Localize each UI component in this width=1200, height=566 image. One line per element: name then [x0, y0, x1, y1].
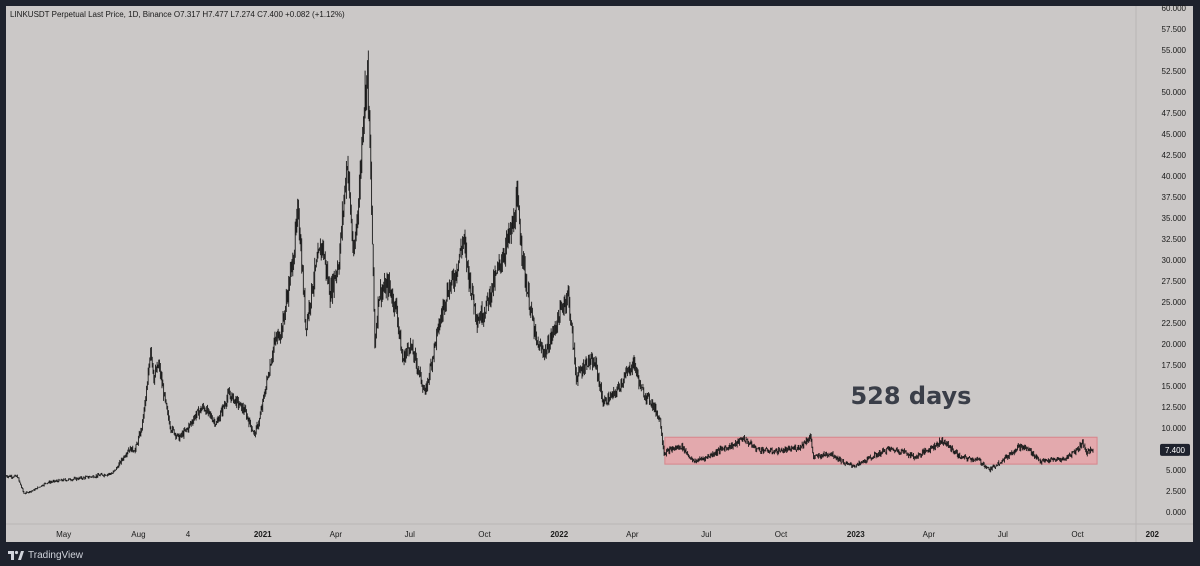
x-tick-label: 202: [1146, 530, 1160, 539]
x-tick-label: Apr: [923, 530, 936, 539]
y-tick-label: 5.000: [1166, 466, 1187, 475]
x-tick-label: Oct: [478, 530, 491, 539]
footer-bar: TradingView: [0, 546, 1200, 566]
x-tick-label: Apr: [626, 530, 639, 539]
last-price-tag: [1160, 443, 1190, 456]
x-tick-label: Jul: [998, 530, 1008, 539]
x-tick-label: Jul: [405, 530, 415, 539]
y-tick-label: 47.500: [1162, 109, 1187, 118]
y-tick-label: 22.500: [1162, 319, 1187, 328]
x-tick-label: May: [56, 530, 71, 539]
x-tick-label: 2022: [550, 530, 568, 539]
y-tick-label: 32.500: [1162, 235, 1187, 244]
range-duration-annotation: 528 days: [850, 382, 971, 410]
y-tick-label: 52.500: [1162, 67, 1187, 76]
y-tick-label: 60.000: [1162, 4, 1187, 13]
x-tick-label: Jul: [701, 530, 711, 539]
last-price-label: 7.400: [1165, 446, 1186, 455]
y-tick-label: 10.000: [1162, 424, 1187, 433]
brand-label: TradingView: [28, 549, 84, 561]
y-tick-label: 12.500: [1162, 403, 1187, 412]
y-tick-label: 15.000: [1162, 382, 1187, 391]
y-tick-label: 2.500: [1166, 487, 1187, 496]
y-tick-label: 20.000: [1162, 340, 1187, 349]
x-tick-label: Oct: [775, 530, 788, 539]
x-tick-label: 4: [186, 530, 191, 539]
y-tick-label: 35.000: [1162, 214, 1187, 223]
y-tick-label: 30.000: [1162, 256, 1187, 265]
y-tick-label: 40.000: [1162, 172, 1187, 181]
y-tick-label: 50.000: [1162, 88, 1187, 97]
y-tick-label: 25.000: [1162, 298, 1187, 307]
x-tick-label: Apr: [330, 530, 343, 539]
y-tick-label: 45.000: [1162, 130, 1187, 139]
x-tick-label: 2023: [847, 530, 865, 539]
x-tick-label: Aug: [131, 530, 145, 539]
y-tick-label: 0.000: [1166, 508, 1187, 517]
y-tick-label: 27.500: [1162, 277, 1187, 286]
y-tick-label: 55.000: [1162, 46, 1187, 55]
x-tick-label: 2021: [254, 530, 272, 539]
chart-header-legend: LINKUSDT Perpetual Last Price, 1D, Binan…: [10, 10, 345, 19]
y-tick-label: 42.500: [1162, 151, 1187, 160]
range-highlight-box[interactable]: [664, 436, 1098, 465]
tradingview-logo-icon: [8, 550, 24, 560]
x-tick-label: Oct: [1071, 530, 1084, 539]
candlestick-series: [5, 50, 1094, 495]
y-tick-label: 17.500: [1162, 361, 1187, 370]
y-tick-label: 57.500: [1162, 25, 1187, 34]
y-tick-label: 37.500: [1162, 193, 1187, 202]
tradingview-brand[interactable]: TradingView: [8, 549, 83, 561]
